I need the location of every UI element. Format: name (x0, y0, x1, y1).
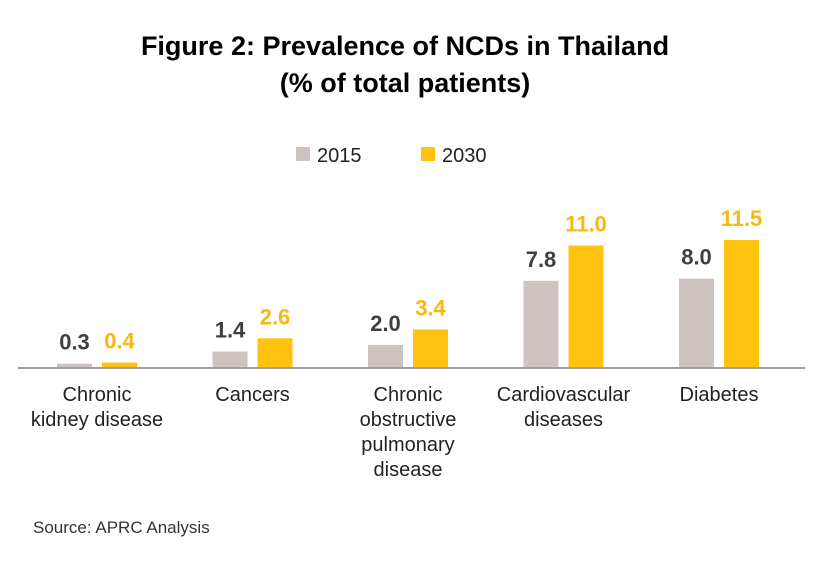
data-label-2015-0: 0.3 (59, 330, 90, 355)
data-label-2030-4: 11.5 (721, 206, 763, 231)
x-tick-label-3-0: Cardiovascular (497, 384, 631, 406)
legend-label-2030: 2030 (442, 145, 487, 167)
chart-subtitle: (% of total patients) (280, 68, 531, 98)
x-tick-label-2-2: pulmonary (361, 434, 454, 456)
bar-2030-1 (257, 338, 293, 367)
x-tick-label-2-3: disease (374, 459, 443, 481)
bar-2015-3 (523, 280, 559, 367)
data-label-2015-3: 7.8 (526, 247, 557, 272)
x-tick-label-1-0: Cancers (215, 384, 289, 406)
legend: 2015 2030 (296, 145, 487, 167)
x-tick-label-0-0: Chronic (63, 384, 132, 406)
data-label-2015-1: 1.4 (215, 318, 246, 343)
bar-2030-0 (102, 362, 137, 367)
legend-label-2015: 2015 (317, 145, 362, 167)
data-label-2030-1: 2.6 (260, 304, 291, 329)
plot-area: 0.3 0.4 1.4 2.6 2.0 3.4 7.8 11.0 8.0 11.5 (57, 206, 762, 367)
data-label-2030-0: 0.4 (104, 329, 135, 354)
x-tick-label-3-1: diseases (524, 409, 603, 431)
x-tick-label-0-1: kidney disease (31, 409, 163, 431)
bar-2015-4 (679, 278, 714, 367)
legend-swatch-2015 (296, 147, 310, 161)
data-label-2015-2: 2.0 (370, 311, 401, 336)
bar-2030-4 (724, 240, 759, 367)
bar-2015-0 (57, 363, 92, 367)
bar-2015-2 (368, 344, 403, 367)
bar-2015-1 (212, 351, 248, 367)
bar-2030-3 (568, 245, 604, 367)
data-label-2015-4: 8.0 (681, 245, 712, 270)
bar-2030-2 (413, 329, 448, 367)
x-tick-label-2-0: Chronic (374, 384, 443, 406)
chart-title: Figure 2: Prevalence of NCDs in Thailand (141, 31, 669, 61)
source-note: Source: APRC Analysis (33, 518, 210, 537)
x-tick-label-2-1: obstructive (360, 409, 457, 431)
x-tick-label-4-0: Diabetes (680, 384, 759, 406)
data-label-2030-3: 11.0 (565, 212, 607, 237)
x-axis-labels: Chronic kidney disease Cancers Chronic obstr… (31, 384, 759, 481)
legend-swatch-2030 (421, 147, 435, 161)
data-label-2030-2: 3.4 (415, 295, 446, 320)
